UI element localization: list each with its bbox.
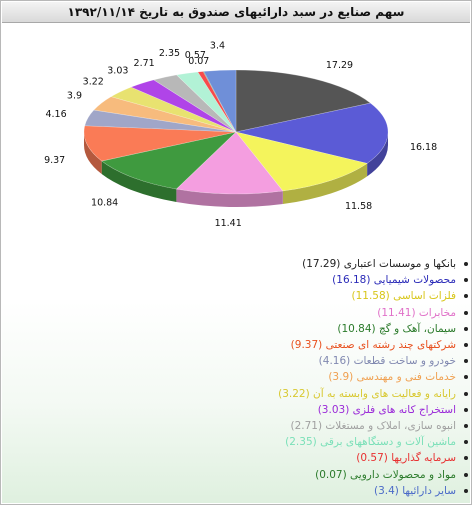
legend-label: انبوه سازی، املاک و مستغلات (2.71) [290,419,456,432]
slice-10 [153,74,237,133]
pie-chart: 17.29 16.18 11.58 11.41 10.84 9.37 4.163.93.22… [44,40,437,228]
value-label-4: 10.84 [91,197,118,208]
legend-bullet-icon [464,343,468,348]
legend-bullet-icon [464,456,468,461]
legend-label: محصولات شیمیایی (16.18) [332,274,456,287]
legend-item: محصولات شیمیایی (16.18) [178,272,468,288]
value-label-6: 4.16 [45,109,66,120]
slice-0 [235,69,372,133]
slice-6 [84,109,237,133]
legend-label: فلزات اساسی (11.58) [351,290,457,303]
legend-bullet-icon [464,262,468,267]
legend-bullet-icon [464,407,468,412]
slice-4 [100,131,237,190]
slice-12 [197,71,237,133]
legend-bullet-icon [464,423,468,428]
value-label-10: 2.71 [134,58,155,69]
slice-11 [176,71,237,133]
legend-label: خدمات فنی و مهندسی (3.9) [328,371,456,384]
plot-area: 17.29 16.18 11.58 11.41 10.84 9.37 4.16 3.9 3.22… [2,23,470,503]
legend-bullet-icon [464,294,468,299]
legend-item: بانکها و موسسات اعتباری (17.29) [178,256,468,272]
value-label-12: 0.57 [185,50,206,61]
pie-side-walls [84,132,388,207]
legend-label: ماشین آلات و دستگاههای برقی (2.35) [285,436,456,449]
slice-1 [235,102,389,164]
legend-label: رایانه و فعالیت های وابسته به آن (3.22) [278,387,456,400]
value-label-5: 9.37 [44,155,65,166]
pie-value-labels: 17.29 16.18 11.58 11.41 10.84 9.37 4.163.93.22… [44,40,437,228]
legend-label: استخراج کانه های فلزی (3.03) [317,403,456,416]
legend-bullet-icon [464,440,468,445]
slice-wall-2 [282,163,368,204]
pie-top-faces [83,69,389,195]
legend-bullet-icon [464,375,468,380]
legend-label: سرمایه گذاریها (0.57) [356,452,456,465]
legend-label: سایر دارائیها (3.4) [373,484,456,497]
chart-title: سهم صنایع در سبد دارائیهای صندوق به تاری… [2,2,470,23]
legend-bullet-icon [464,326,468,331]
slice-14 [203,69,237,133]
value-label-13: 0.07 [188,56,209,67]
legend-label: بانکها و موسسات اعتباری (17.29) [302,258,456,271]
value-label-8: 3.22 [83,76,104,87]
slice-2 [235,131,368,192]
legend-bullet-icon [464,278,468,283]
legend-label: شرکتهای چند رشته ای صنعتی (9.37) [290,339,456,352]
slice-wall-4 [101,161,177,203]
legend-bullet-icon [464,488,468,493]
legend-label: مواد و محصولات دارویی (0.07) [315,468,456,481]
legend-item: استخراج کانه های فلزی (3.03) [178,402,468,418]
slice-13 [202,71,237,133]
value-label-7: 3.9 [67,91,82,102]
value-label-9: 3.03 [107,66,128,77]
slice-8 [110,86,237,133]
legend-item: خدمات فنی و مهندسی (3.9) [178,369,468,385]
legend-label: سیمان، آهک و گچ (10.84) [337,322,456,335]
slice-5 [83,125,237,162]
legend-label: خودرو و ساخت قطعات (4.16) [318,355,456,368]
value-label-2: 11.58 [345,201,372,212]
slice-wall-1 [367,132,388,177]
legend-bullet-icon [464,359,468,364]
value-label-0: 17.29 [326,60,353,71]
value-label-11: 2.35 [159,48,180,59]
slice-3 [175,131,284,195]
legend-item: رایانه و فعالیت های وابسته به آن (3.22) [178,386,468,402]
legend-bullet-icon [464,472,468,477]
legend-bullet-icon [464,310,468,315]
legend-item: سایر دارائیها (3.4) [178,483,468,499]
legend-item: شرکتهای چند رشته ای صنعتی (9.37) [178,337,468,353]
slice-9 [130,79,237,133]
legend-bullet-icon [464,391,468,396]
slice-wall-3 [176,189,283,207]
legend-item: فلزات اساسی (11.58) [178,288,468,304]
legend-item: سرمایه گذاریها (0.57) [178,450,468,466]
legend-item: خودرو و ساخت قطعات (4.16) [178,353,468,369]
legend-item: انبوه سازی، املاک و مستغلات (2.71) [178,418,468,434]
slice-7 [93,96,237,133]
legend-item: مواد و محصولات دارویی (0.07) [178,466,468,482]
legend-item: مخابرات (11.41) [178,305,468,321]
slice-wall-5 [84,132,102,175]
value-label-3: 11.41 [215,218,242,229]
value-label-1: 16.18 [410,142,437,153]
legend-label: مخابرات (11.41) [377,306,456,319]
legend-item: سیمان، آهک و گچ (10.84) [178,321,468,337]
legend: بانکها و موسسات اعتباری (17.29) محصولات ش… [178,256,468,499]
value-label-14: 3.4 [210,40,225,51]
legend-item: ماشین آلات و دستگاههای برقی (2.35) [178,434,468,450]
